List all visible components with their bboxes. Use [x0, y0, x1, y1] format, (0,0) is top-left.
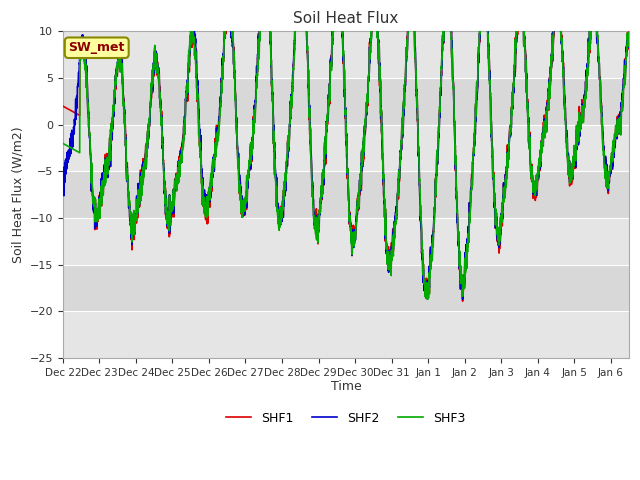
Line: SHF3: SHF3	[63, 27, 629, 299]
Y-axis label: Soil Heat Flux (W/m2): Soil Heat Flux (W/m2)	[11, 126, 24, 263]
SHF3	[625, 31, 633, 37]
SHF3	[554, 24, 561, 30]
Bar	[63, 312, 629, 358]
SHF3	[124, 175, 131, 180]
SHF1	[157, 99, 165, 105]
Legend: SHF1, SHF2, SHF3: SHF1, SHF2, SHF3	[221, 407, 470, 430]
SHF2	[187, 24, 195, 30]
SHF3	[59, 141, 67, 146]
Bar	[63, 125, 629, 171]
SHF3	[301, 24, 308, 30]
SHF1	[554, 24, 561, 30]
SHF3	[424, 296, 432, 302]
Line: SHF1: SHF1	[63, 27, 629, 301]
SHF3	[157, 106, 165, 112]
SHF1	[625, 35, 633, 41]
Bar	[63, 32, 629, 78]
SHF2	[59, 175, 67, 180]
SHF2	[459, 296, 467, 302]
Title: Soil Heat Flux: Soil Heat Flux	[293, 11, 399, 26]
SHF2	[157, 104, 165, 109]
Bar	[63, 218, 629, 264]
SHF1	[124, 176, 131, 182]
SHF1	[459, 298, 467, 304]
SHF2	[625, 36, 633, 41]
SHF3	[276, 223, 284, 228]
Line: SHF2: SHF2	[63, 27, 629, 299]
Text: SW_met: SW_met	[68, 41, 125, 54]
SHF2	[276, 219, 284, 225]
SHF1	[301, 24, 308, 30]
SHF1	[614, 122, 622, 128]
SHF1	[276, 221, 284, 227]
SHF2	[301, 24, 308, 30]
SHF2	[554, 24, 561, 30]
X-axis label: Time: Time	[330, 381, 361, 394]
SHF2	[614, 124, 622, 130]
SHF3	[188, 24, 196, 30]
SHF2	[124, 178, 131, 184]
SHF1	[59, 103, 67, 109]
SHF1	[188, 24, 196, 30]
SHF3	[614, 123, 622, 129]
